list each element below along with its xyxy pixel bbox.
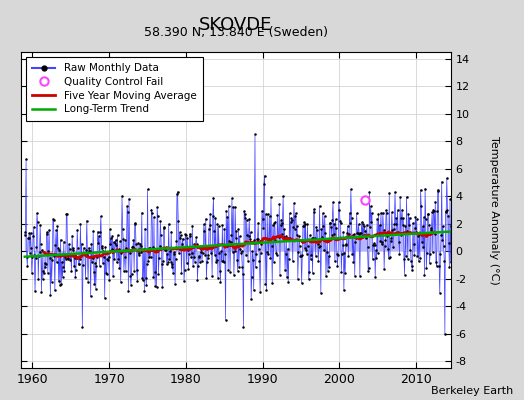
Text: Berkeley Earth: Berkeley Earth xyxy=(431,386,514,396)
Text: 58.390 N, 13.840 E (Sweden): 58.390 N, 13.840 E (Sweden) xyxy=(144,26,328,39)
Title: SKOVDE: SKOVDE xyxy=(199,16,272,34)
Legend: Raw Monthly Data, Quality Control Fail, Five Year Moving Average, Long-Term Tren: Raw Monthly Data, Quality Control Fail, … xyxy=(26,57,203,121)
Y-axis label: Temperature Anomaly (°C): Temperature Anomaly (°C) xyxy=(489,136,499,284)
